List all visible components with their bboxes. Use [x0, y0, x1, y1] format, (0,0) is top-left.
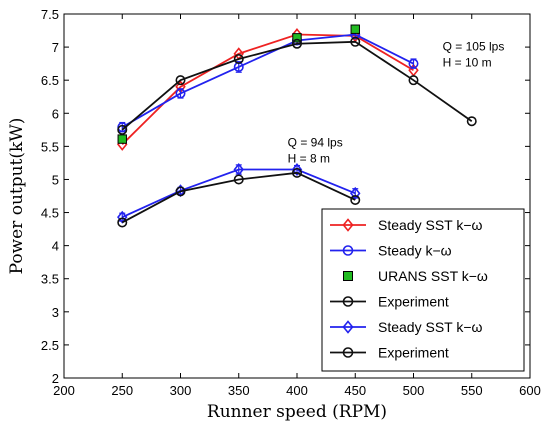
data-point [175, 186, 186, 197]
x-tick-label: 450 [344, 383, 366, 398]
legend-entry: Experiment [330, 345, 449, 361]
data-point [408, 58, 419, 69]
series-layer [117, 24, 477, 228]
data-point [350, 24, 360, 34]
legend-entry: Steady SST k−ω [330, 217, 483, 233]
legend-entry: Steady SST k−ω [330, 319, 483, 335]
data-point [350, 194, 361, 205]
annotation-text: Q = 105 lps [443, 39, 505, 53]
legend-entry: URANS SST k−ω [343, 268, 488, 284]
legend-label: Steady SST k−ω [378, 217, 483, 233]
legend-label: Steady SST k−ω [378, 319, 483, 335]
legend-marker [343, 271, 353, 281]
x-tick-label: 500 [403, 383, 425, 398]
x-tick-label: 350 [228, 383, 250, 398]
legend-marker [342, 296, 354, 307]
x-tick-label: 600 [519, 383, 541, 398]
legend-label: Experiment [378, 345, 449, 361]
data-point [233, 174, 244, 185]
y-tick-label: 5 [52, 172, 59, 187]
x-tick-label: 200 [53, 383, 75, 398]
legend-marker [342, 320, 354, 334]
series-3 [117, 36, 477, 135]
y-tick-label: 6.5 [41, 73, 59, 88]
y-tick-label: 6 [52, 106, 59, 121]
legend-entry: Steady k−ω [330, 243, 452, 259]
y-tick-label: 2.5 [41, 338, 59, 353]
data-point [466, 116, 477, 127]
data-point [291, 38, 302, 49]
data-point [291, 167, 302, 178]
data-point [292, 33, 302, 43]
y-tick-label: 5.5 [41, 139, 59, 154]
legend-label: URANS SST k−ω [378, 268, 488, 284]
x-tick-label: 550 [461, 383, 483, 398]
data-point [117, 124, 128, 135]
data-point [408, 75, 419, 86]
x-tick-label: 400 [286, 383, 308, 398]
data-point [291, 163, 303, 177]
y-tick-label: 4 [52, 239, 59, 254]
y-tick-label: 7.5 [41, 7, 59, 22]
legend-marker [342, 245, 354, 256]
series-line [121, 40, 473, 131]
y-tick-label: 3.5 [41, 272, 59, 287]
annotations: Q = 105 lps H = 10 m Q = 94 lps H = 8 m [288, 39, 505, 165]
y-tick-label: 3 [52, 305, 59, 320]
annotation-text: H = 8 m [288, 151, 330, 165]
y-axis-label: Power output(kW) [7, 118, 27, 275]
data-point [233, 54, 244, 65]
legend-marker [342, 347, 354, 358]
series-2 [117, 24, 360, 144]
series-5 [117, 167, 361, 228]
data-point [175, 75, 186, 86]
series-line [121, 33, 414, 146]
x-tick-label: 300 [170, 383, 192, 398]
annotation-text: Q = 94 lps [288, 135, 343, 149]
legend-marker [342, 218, 354, 232]
legend-box [321, 208, 525, 372]
legend: Steady SST k−ω Steady k−ω URANS SST k−ω Exp… [321, 208, 525, 372]
data-point [117, 217, 128, 228]
legend-entry: Experiment [330, 294, 449, 310]
x-axis-label: Runner speed (RPM) [207, 402, 387, 422]
data-point [175, 88, 186, 99]
series-line [121, 33, 414, 128]
y-tick-label: 2 [52, 371, 59, 386]
legend-label: Experiment [378, 294, 449, 310]
data-point [350, 36, 361, 47]
legend-label: Steady k−ω [378, 243, 452, 259]
y-tick-label: 7 [52, 40, 59, 55]
x-tick-label: 250 [111, 383, 133, 398]
data-point [117, 134, 127, 144]
y-tick-label: 4.5 [41, 206, 59, 221]
series-line [121, 171, 356, 224]
data-point [350, 186, 361, 200]
axes-layer: 200 250 300 350 400 450 500 550 600 2 2.5 3 3.5 4 4.5 5… [41, 7, 541, 398]
annotation-text: H = 10 m [443, 55, 492, 69]
